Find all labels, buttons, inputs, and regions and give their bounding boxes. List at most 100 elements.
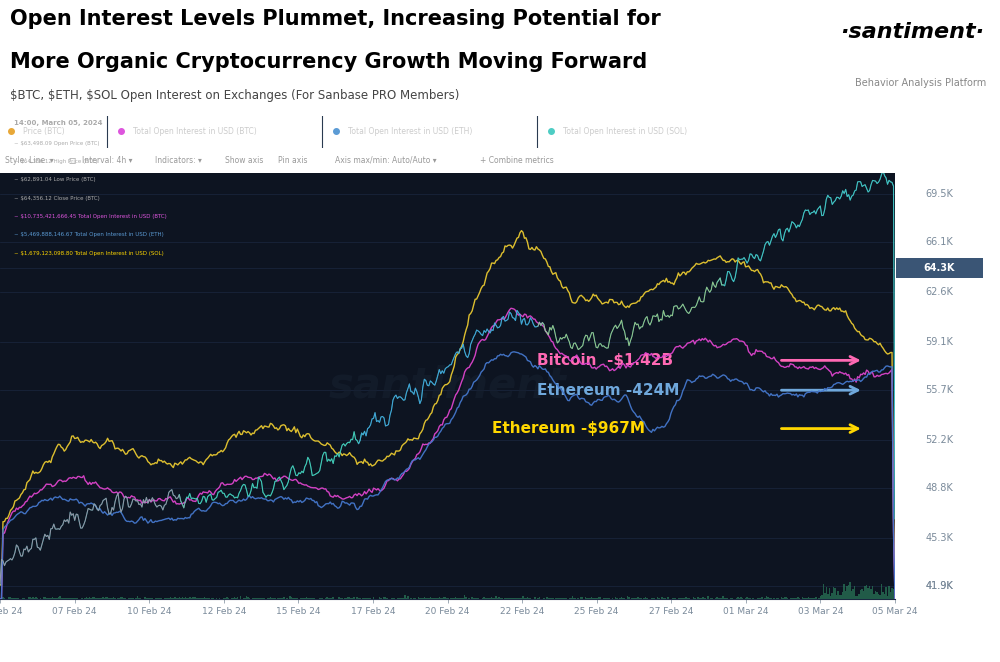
Bar bbox=[790, 598, 791, 599]
Bar bbox=[68, 598, 69, 599]
Text: Bitcoin  -$1.42B: Bitcoin -$1.42B bbox=[537, 353, 673, 368]
Bar bbox=[722, 596, 724, 599]
Bar bbox=[757, 598, 758, 599]
Bar bbox=[171, 598, 173, 599]
Bar bbox=[450, 598, 452, 599]
Bar bbox=[123, 598, 125, 599]
Bar bbox=[110, 598, 111, 599]
Bar bbox=[872, 586, 873, 599]
Bar bbox=[262, 598, 264, 599]
Bar bbox=[595, 598, 597, 599]
Bar bbox=[1, 596, 2, 599]
Bar bbox=[471, 597, 473, 599]
Bar bbox=[731, 598, 733, 599]
Bar bbox=[280, 598, 282, 599]
Bar bbox=[240, 596, 241, 599]
Bar bbox=[498, 597, 500, 599]
Bar bbox=[836, 595, 837, 599]
Bar bbox=[566, 598, 567, 599]
Bar bbox=[510, 598, 512, 599]
Bar bbox=[122, 598, 123, 599]
Bar bbox=[846, 587, 848, 599]
Bar bbox=[719, 598, 721, 599]
Bar bbox=[59, 596, 61, 599]
Bar bbox=[525, 598, 527, 599]
Bar bbox=[347, 596, 349, 599]
Bar bbox=[204, 597, 205, 599]
Bar bbox=[40, 598, 41, 599]
Bar bbox=[434, 598, 436, 599]
Bar bbox=[855, 596, 857, 599]
Bar bbox=[549, 598, 551, 599]
Bar bbox=[249, 598, 250, 599]
Bar bbox=[826, 587, 827, 599]
Bar bbox=[161, 598, 162, 599]
Bar bbox=[761, 597, 763, 599]
Bar bbox=[66, 598, 68, 599]
Bar bbox=[453, 598, 455, 599]
Bar bbox=[815, 596, 817, 599]
Bar bbox=[267, 598, 268, 599]
Bar bbox=[667, 597, 669, 599]
Bar bbox=[132, 598, 134, 599]
Bar bbox=[688, 598, 690, 599]
Bar bbox=[863, 591, 864, 599]
Bar bbox=[418, 598, 419, 599]
Text: 62.6K: 62.6K bbox=[925, 287, 953, 297]
Text: 48.8K: 48.8K bbox=[925, 483, 953, 493]
Bar bbox=[569, 598, 570, 599]
Bar bbox=[442, 598, 443, 599]
Bar bbox=[606, 598, 607, 599]
Bar bbox=[35, 597, 37, 599]
Bar bbox=[461, 598, 462, 599]
Bar bbox=[823, 585, 824, 599]
Bar bbox=[513, 598, 515, 599]
Text: Total Open Interest in USD (SOL): Total Open Interest in USD (SOL) bbox=[563, 126, 687, 136]
Text: Show axis: Show axis bbox=[225, 156, 263, 165]
Bar bbox=[864, 586, 866, 599]
Bar bbox=[131, 598, 132, 599]
Bar bbox=[718, 598, 719, 599]
Bar bbox=[32, 597, 34, 599]
Bar bbox=[322, 598, 323, 599]
Bar bbox=[796, 598, 797, 599]
Bar bbox=[742, 598, 743, 599]
Bar bbox=[715, 598, 716, 599]
Bar bbox=[403, 598, 404, 599]
Bar bbox=[564, 598, 566, 599]
Text: Total Open Interest in USD (ETH): Total Open Interest in USD (ETH) bbox=[348, 126, 472, 136]
Bar bbox=[528, 598, 530, 599]
Bar bbox=[28, 597, 29, 599]
Bar bbox=[557, 598, 558, 599]
Bar bbox=[137, 596, 138, 599]
Bar bbox=[486, 598, 488, 599]
Bar bbox=[443, 597, 445, 599]
Bar bbox=[694, 598, 696, 599]
Bar bbox=[383, 597, 385, 599]
Bar bbox=[74, 598, 75, 599]
Bar bbox=[830, 596, 831, 599]
Bar bbox=[128, 598, 129, 599]
Bar bbox=[179, 597, 180, 599]
Bar bbox=[870, 589, 872, 599]
Bar bbox=[627, 596, 628, 599]
Bar bbox=[180, 598, 182, 599]
Bar bbox=[271, 598, 273, 599]
Text: More Organic Cryptocurrency Growth Moving Forward: More Organic Cryptocurrency Growth Movin… bbox=[10, 52, 647, 72]
Bar bbox=[407, 596, 409, 599]
Bar bbox=[512, 598, 513, 599]
Bar bbox=[749, 598, 751, 599]
Text: ~ $64,356.12 Close Price (BTC): ~ $64,356.12 Close Price (BTC) bbox=[14, 195, 99, 201]
Bar bbox=[401, 598, 403, 599]
Bar bbox=[353, 598, 355, 599]
Text: □: □ bbox=[68, 156, 75, 165]
Text: Behavior Analysis Platform: Behavior Analysis Platform bbox=[855, 78, 986, 89]
Bar bbox=[592, 598, 594, 599]
Bar bbox=[609, 598, 610, 599]
Text: 41.9K: 41.9K bbox=[925, 581, 953, 591]
Bar bbox=[861, 589, 863, 599]
Bar bbox=[232, 598, 234, 599]
Bar bbox=[306, 597, 307, 599]
Text: 66.1K: 66.1K bbox=[925, 238, 953, 248]
Text: Ethereum -$967M: Ethereum -$967M bbox=[492, 421, 645, 436]
